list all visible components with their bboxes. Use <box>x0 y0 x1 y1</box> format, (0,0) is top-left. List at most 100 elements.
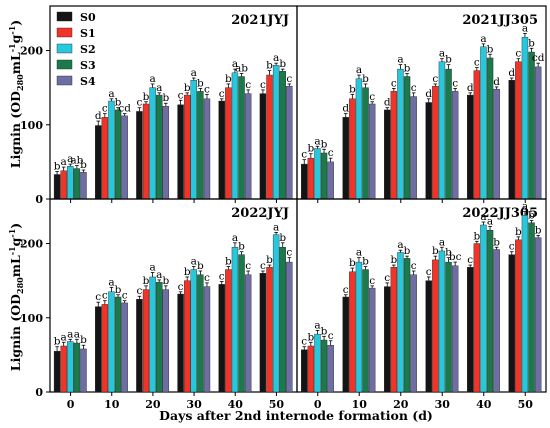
bar-S4 <box>410 96 417 200</box>
significance-label: b <box>362 256 369 268</box>
legend-label-S1: S1 <box>80 27 96 40</box>
significance-label: b <box>225 256 232 268</box>
bar-S1 <box>349 271 356 393</box>
bar-S3 <box>362 269 369 393</box>
legend-swatch-S0 <box>56 11 73 22</box>
significance-label: a <box>314 319 320 331</box>
bar-S4 <box>327 345 334 393</box>
significance-label: a <box>232 232 238 244</box>
significance-label: c <box>260 79 266 91</box>
bar-S3 <box>197 274 204 393</box>
bar-S4 <box>286 85 293 200</box>
significance-label: a <box>480 33 486 45</box>
significance-label: c <box>178 281 184 293</box>
bar-S0 <box>259 273 267 393</box>
legend-label-S4: S4 <box>80 75 96 88</box>
significance-label: b <box>493 236 500 248</box>
bar-S3 <box>403 76 411 200</box>
significance-label: ab <box>235 63 248 75</box>
significance-label: b <box>307 143 314 155</box>
significance-label: b <box>321 138 328 150</box>
significance-label: a <box>108 88 114 100</box>
bar-S0 <box>467 267 474 393</box>
y-axis-label-bottom: Lignin (OD280mL-1g-1) <box>7 223 25 371</box>
bar-S4 <box>534 237 542 393</box>
bar-S1 <box>432 85 439 200</box>
bar-S2 <box>438 61 446 200</box>
bar-S2 <box>231 72 239 200</box>
significance-label: a <box>356 247 362 259</box>
legend-label-S2: S2 <box>80 43 96 56</box>
x-tick-label: 40 <box>228 398 244 411</box>
significance-label: b <box>54 336 61 348</box>
significance-label: b <box>307 331 314 343</box>
y-tick-label: 100 <box>20 312 43 325</box>
significance-label: b <box>184 82 191 94</box>
bar-S2 <box>397 68 404 200</box>
legend-label-S0: S0 <box>80 11 96 24</box>
bar-S0 <box>95 125 102 200</box>
significance-label: a <box>108 276 114 288</box>
bar-S3 <box>528 222 535 393</box>
bar-S0 <box>467 94 474 200</box>
significance-label: a <box>156 82 162 94</box>
bar-S2 <box>231 247 239 393</box>
x-tick-label: 50 <box>269 398 285 411</box>
bar-S4 <box>451 265 459 393</box>
bar-S0 <box>53 350 61 393</box>
legend-swatch-S2 <box>56 43 73 54</box>
significance-label: d <box>467 82 474 94</box>
bar-S3 <box>156 94 163 200</box>
significance-label: c <box>391 77 397 89</box>
significance-label: c <box>219 270 225 282</box>
bar-S1 <box>515 239 522 393</box>
bar-S0 <box>136 299 143 393</box>
significance-label: a <box>314 135 320 147</box>
bar-S2 <box>190 269 197 393</box>
bar-S0 <box>259 93 267 200</box>
bar-S1 <box>390 267 398 393</box>
significance-label: a <box>397 239 403 251</box>
significance-label: bc <box>449 251 462 263</box>
bar-S3 <box>528 51 535 200</box>
significance-label: a <box>149 261 155 273</box>
significance-label: c <box>328 147 334 159</box>
bar-S4 <box>534 66 542 200</box>
significance-label: b <box>80 334 87 346</box>
bar-S4 <box>203 98 211 200</box>
significance-label: c <box>286 73 292 85</box>
significance-label: b <box>115 97 122 109</box>
bar-S1 <box>101 117 109 200</box>
bar-S3 <box>320 152 328 200</box>
bar-S0 <box>508 80 515 200</box>
y-tick-label: 200 <box>20 45 43 58</box>
bar-S4 <box>244 93 252 200</box>
bar-S0 <box>508 254 515 393</box>
x-tick-label: 0 <box>67 398 75 411</box>
bar-S4 <box>121 302 128 393</box>
bar-S0 <box>136 111 143 200</box>
bar-S2 <box>521 36 529 200</box>
significance-label: a <box>522 22 528 34</box>
bar-S0 <box>218 284 225 393</box>
bar-S1 <box>225 269 232 393</box>
bar-S0 <box>301 349 308 393</box>
bar-S4 <box>410 274 417 393</box>
bar-S2 <box>355 78 363 200</box>
bar-S2 <box>314 333 321 393</box>
bar-S4 <box>368 287 376 393</box>
panel-title-1: 2021JYJ <box>231 13 289 28</box>
significance-label: b <box>404 63 411 75</box>
significance-label: c <box>122 290 128 302</box>
bar-S4 <box>493 249 500 393</box>
bar-S3 <box>279 71 286 200</box>
significance-label: a <box>439 236 445 248</box>
bar-S3 <box>279 247 286 393</box>
significance-label: b <box>487 43 494 55</box>
significance-label: b <box>184 266 191 278</box>
significance-label: c <box>509 241 515 253</box>
significance-label: b <box>225 73 232 85</box>
significance-label: cd <box>532 52 545 64</box>
x-axis-label: Days after 2nd internode formation (d) <box>159 408 433 423</box>
